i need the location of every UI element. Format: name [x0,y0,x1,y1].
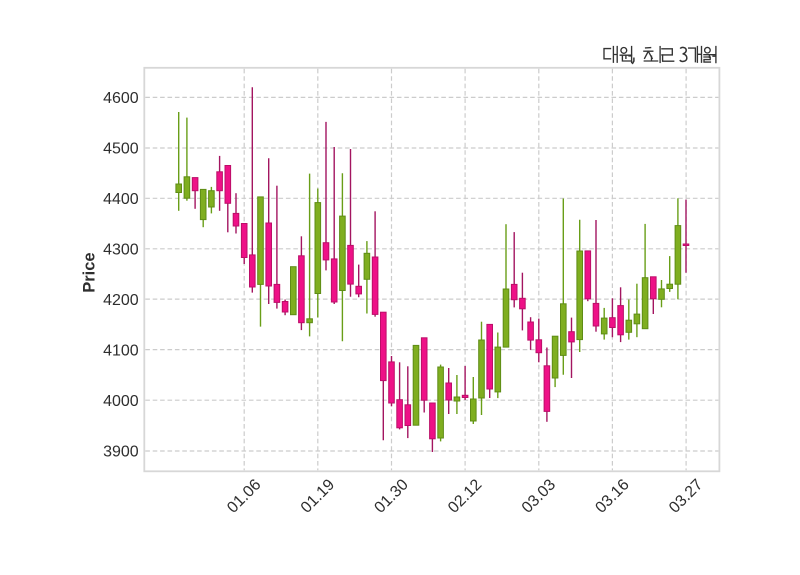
svg-text:Price: Price [80,252,98,292]
svg-text:4300: 4300 [103,242,139,259]
svg-text:4600: 4600 [103,90,139,107]
svg-text:4000: 4000 [103,393,139,410]
svg-text:4400: 4400 [103,191,139,208]
svg-text:4500: 4500 [103,141,139,158]
svg-text:3900: 3900 [103,444,139,461]
svg-text:4200: 4200 [103,292,139,309]
svg-text:4100: 4100 [103,342,139,359]
